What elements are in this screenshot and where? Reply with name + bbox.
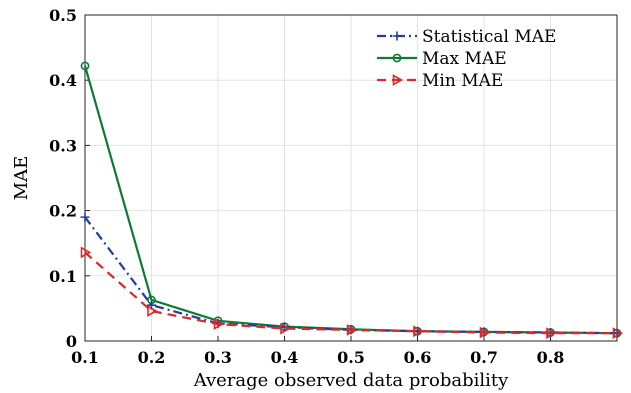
x-tick-label: 0.2 — [138, 348, 166, 367]
legend-swatch-marker — [392, 53, 402, 63]
legend-item: Min MAE — [377, 71, 503, 91]
data-point-marker — [213, 318, 225, 330]
legend-label: Min MAE — [422, 71, 503, 91]
y-tick-label: 0.4 — [49, 71, 77, 90]
x-tick-label: 0.1 — [71, 348, 99, 367]
y-tick-label: 0.1 — [49, 267, 77, 286]
data-point-marker — [413, 325, 424, 338]
series-group — [80, 61, 624, 340]
x-tick-label: 0.3 — [204, 348, 232, 367]
data-point-marker — [147, 305, 158, 317]
legend-swatch-marker — [392, 31, 402, 41]
data-point-marker — [80, 246, 92, 259]
y-tick-label: 0.2 — [49, 202, 77, 221]
data-point-marker — [80, 212, 90, 222]
legend-label: Max MAE — [422, 49, 507, 69]
legend-swatch-marker — [392, 74, 404, 86]
y-axis-title: MAE — [11, 156, 32, 201]
legend-item: Max MAE — [377, 49, 507, 69]
x-tick-label: 0.8 — [537, 348, 565, 367]
series-line — [84, 251, 617, 335]
x-tick-label: 0.6 — [404, 348, 432, 367]
data-point-marker — [479, 326, 491, 339]
series-min-mae — [80, 246, 624, 340]
axis-ticks: 0.1 0.2 0.3 0.4 0.5 0.6 0.7 0.800.10.20.30.40.5 — [49, 6, 564, 367]
legend-label: Statistical MAE — [422, 27, 556, 47]
x-tick-label: 0.4 — [271, 348, 299, 367]
data-point-marker — [546, 327, 557, 340]
x-tick-label: 0.5 — [337, 348, 365, 367]
legend-item: Statistical MAE — [377, 27, 556, 47]
grid — [84, 14, 617, 342]
data-point-marker — [80, 61, 90, 71]
x-axis-title: Average observed data probability — [193, 370, 509, 391]
y-tick-label: 0.3 — [49, 136, 77, 155]
y-tick-label: 0.5 — [49, 6, 77, 25]
y-tick-label: 0 — [66, 332, 77, 351]
data-point-marker — [346, 324, 358, 336]
x-tick-label: 0.7 — [470, 348, 498, 367]
data-point-marker — [280, 322, 291, 335]
data-point-marker — [612, 327, 624, 340]
